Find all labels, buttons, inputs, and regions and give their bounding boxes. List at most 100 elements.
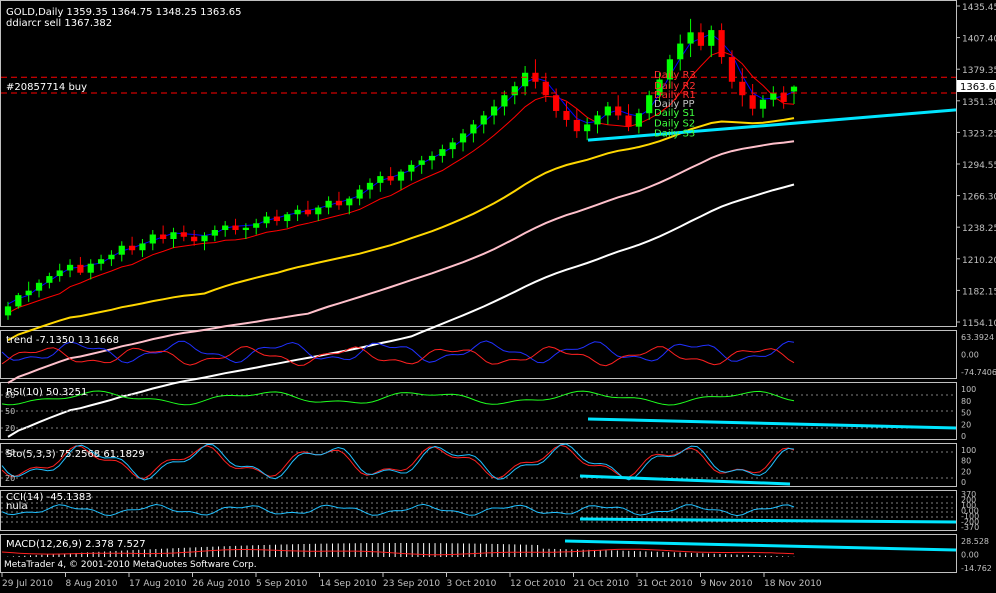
rsi-panel-frame — [0, 382, 957, 440]
rsi-axis-label: 0 — [961, 432, 966, 441]
bull-candle — [46, 276, 53, 283]
bull-candle — [459, 133, 467, 143]
cci-panel-sublabel: nula — [6, 501, 28, 512]
bull-candle — [439, 149, 446, 156]
bull-candle — [222, 225, 229, 231]
rsi-panel-label: RSI(10) 50.3251 — [6, 387, 87, 398]
pivot-label: Daily S1 — [654, 108, 695, 119]
pivot-label: Daily R3 — [654, 70, 696, 81]
rsi-line — [1, 390, 795, 406]
bear-candle — [563, 110, 570, 120]
price-tick-label: 1294.55 — [962, 161, 996, 171]
bull-candle — [666, 59, 673, 80]
cci-trendline — [579, 517, 957, 524]
bull-candle — [490, 106, 498, 116]
stoch-signal-line — [1, 444, 795, 480]
cci-axis-label: 0.00 — [961, 507, 979, 516]
indicator-header: ddiarcr sell 1367.382 — [6, 18, 112, 29]
bear-candle — [718, 30, 725, 58]
date-tick-label: 3 Oct 2010 — [447, 579, 497, 589]
bear-candle — [553, 95, 560, 111]
bear-candle — [232, 225, 239, 231]
candlesticks — [4, 18, 798, 320]
bull-candle — [677, 43, 684, 60]
bull-candle — [4, 306, 12, 316]
bull-candle — [397, 171, 405, 181]
pivot-label: Daily R1 — [654, 90, 696, 101]
price-tick-label: 1182.15 — [962, 287, 996, 297]
bear-candle — [77, 264, 84, 273]
trend-axis-label: 63.3924 — [961, 333, 994, 342]
current-price-box — [957, 80, 996, 92]
bear-candle — [542, 81, 549, 96]
cci-axis-label: 370 — [961, 490, 976, 499]
level-left-label: 80 — [5, 448, 15, 457]
stoch-axis-label: 80 — [961, 457, 971, 466]
bear-candle — [615, 106, 622, 116]
indicator-panels: 63.39240.00-74.7406100805020010080200370… — [1, 333, 996, 573]
pivot-label: Daily S3 — [654, 128, 695, 139]
bull-candle — [201, 235, 208, 242]
bear-candle — [129, 245, 136, 251]
cci-axis-label: 100 — [961, 501, 976, 510]
bull-candle — [253, 223, 260, 228]
trend-axis-label: 0.00 — [961, 351, 979, 360]
copyright-footer: MetaTrader 4, © 2001-2010 MetaQuotes Sof… — [4, 560, 257, 570]
bear-candle — [780, 92, 787, 102]
bull-candle — [284, 214, 291, 222]
bull-candle — [294, 209, 301, 215]
bear-candle — [304, 209, 312, 215]
date-tick-label: 29 Jul 2010 — [2, 579, 53, 589]
bull-candle — [35, 282, 43, 291]
bull-candle — [480, 115, 487, 125]
bear-candle — [749, 95, 756, 109]
price-axis: 1435.45 1407.40 1379.35 1351.30 1323.25 1294.… — [956, 3, 996, 329]
stoch-axis-label: 0 — [961, 478, 966, 487]
rsi-axis-label: 100 — [961, 385, 976, 394]
price-panel-frame — [0, 0, 957, 327]
bear-candle — [739, 81, 746, 96]
bull-candle — [501, 95, 508, 107]
bull-candle — [708, 30, 715, 46]
bear-candle — [191, 236, 198, 242]
stoch-main-line — [1, 443, 795, 481]
price-tick-label: 1210.20 — [962, 256, 996, 266]
cci-axis-label: -370 — [961, 523, 979, 532]
date-tick-label: 9 Nov 2010 — [701, 579, 753, 589]
bull-candle — [118, 245, 125, 255]
rsi-axis-label: 20 — [961, 420, 971, 429]
price-tick-label: 1323.25 — [962, 129, 996, 139]
ma-red-line — [7, 50, 795, 314]
bull-candle — [263, 216, 270, 224]
bull-candle — [511, 86, 518, 96]
bull-candle — [170, 232, 177, 239]
bull-candle — [428, 155, 436, 161]
trend-red-line — [1, 345, 795, 367]
date-tick-label: 21 Oct 2010 — [574, 579, 630, 589]
stoch-panel-label: Sto(5,3,3) 75.2568 61.1829 — [6, 449, 145, 460]
price-tick-label: 1407.40 — [962, 35, 996, 45]
macd-trendline — [564, 539, 957, 552]
bull-candle — [149, 234, 156, 244]
bear-candle — [180, 232, 187, 237]
macd-panel-label: MACD(12,26,9) 2.378 7.527 — [6, 539, 146, 550]
stoch-axis-label: 20 — [961, 467, 971, 476]
level-left-label: 80 — [5, 391, 15, 400]
ma-yellow-line — [7, 117, 795, 341]
bull-candle — [770, 92, 777, 100]
bull-candle — [15, 295, 22, 307]
bull-candle — [325, 200, 332, 208]
order-label[interactable]: #20857714 buy — [6, 82, 87, 93]
bull-candle — [687, 32, 694, 44]
date-tick-label: 18 Nov 2010 — [764, 579, 822, 589]
bull-candle — [346, 198, 353, 206]
bull-candle — [377, 176, 384, 183]
level-left-label: 20 — [5, 424, 15, 433]
cci-axis-label: -100 — [961, 512, 979, 521]
stoch-panel-frame — [0, 443, 957, 487]
level-left-label: 20 — [5, 474, 15, 483]
cci-line — [1, 503, 795, 517]
